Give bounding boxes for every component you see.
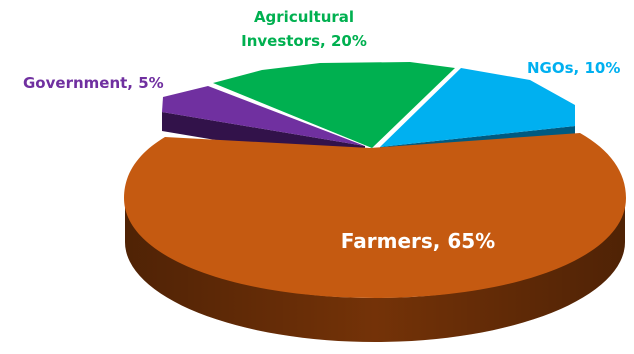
label-agricultural-line1: Agricultural [254, 8, 354, 26]
label-government: Government, 5% [23, 74, 164, 92]
label-ngos: NGOs, 10% [527, 59, 620, 77]
label-farmers: Farmers, 65% [341, 229, 495, 253]
label-agricultural-line2: Investors, 20% [241, 32, 367, 50]
